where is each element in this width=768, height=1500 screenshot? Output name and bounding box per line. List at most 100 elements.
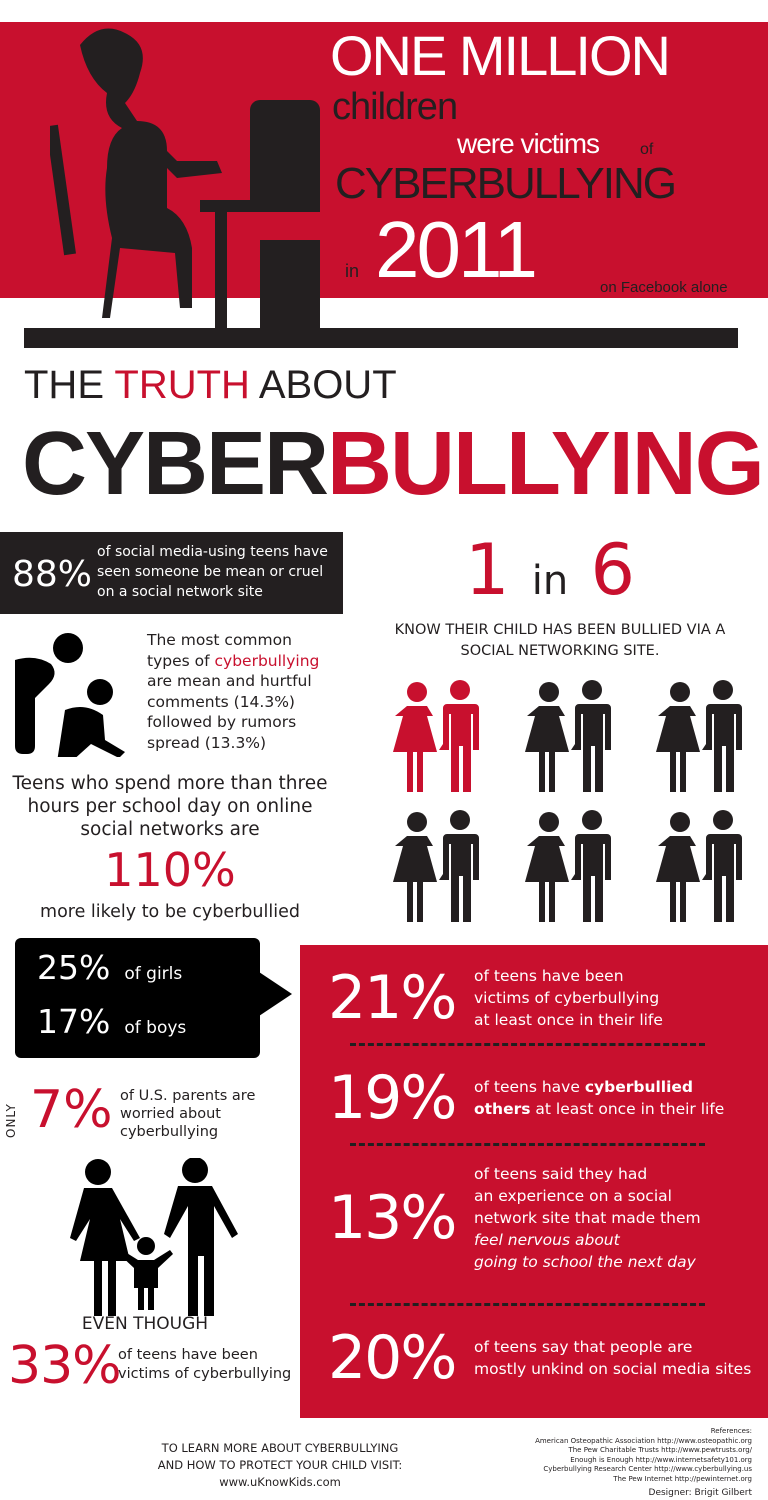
learn-more: TO LEARN MORE ABOUT CYBERBULLYING AND HO… bbox=[150, 1440, 410, 1491]
title-bullying: BULLYING bbox=[327, 414, 765, 514]
hours-text: Teens who spend more than three hours pe… bbox=[0, 772, 340, 841]
stat-line: of teens have been bbox=[474, 967, 624, 985]
types-line: types of bbox=[147, 651, 215, 670]
stat-line: of teens say that people are bbox=[474, 1338, 693, 1356]
hero-cyberbullying: CYBERBULLYING bbox=[335, 159, 677, 208]
parents-line: worried about bbox=[120, 1106, 221, 1122]
types-line: The most common bbox=[147, 631, 292, 649]
hours-after: more likely to be cyberbullied bbox=[40, 902, 300, 922]
hours-line: Teens who spend more than three bbox=[12, 773, 328, 794]
even-value: 33% bbox=[8, 1336, 122, 1396]
girls-value: 25% bbox=[37, 948, 111, 987]
only-label: ONLY bbox=[4, 1103, 18, 1138]
stat-20: 20% of teens say that people are mostly … bbox=[328, 1323, 751, 1393]
parents-value: 7% bbox=[30, 1080, 113, 1140]
hero-children: children bbox=[332, 86, 458, 128]
hero-year: 2011 bbox=[375, 205, 538, 294]
stat-88-box: 88% of social media-using teens have see… bbox=[0, 532, 343, 614]
parents-line: cyberbullying bbox=[120, 1124, 219, 1140]
girl-at-computer-silhouette-icon bbox=[50, 28, 320, 330]
title-highlight: TRUTH bbox=[114, 363, 250, 407]
stat-value: 21% bbox=[328, 963, 457, 1033]
designer-credit: Designer: Brigit Gilbert bbox=[648, 1488, 752, 1498]
learn-line: TO LEARN MORE ABOUT CYBERBULLYING bbox=[161, 1441, 399, 1455]
parents-line: of U.S. parents are bbox=[120, 1088, 256, 1104]
stat-bold: cyberbullied bbox=[584, 1078, 694, 1096]
stat-line: at least once in their life bbox=[474, 1011, 663, 1029]
stat-bold: others bbox=[474, 1100, 531, 1118]
stat-88-text: of social media-using teens have bbox=[97, 544, 328, 560]
stat-line: feel nervous about bbox=[474, 1231, 620, 1249]
caption-line: KNOW THEIR CHILD HAS BEEN BULLIED VIA A bbox=[394, 622, 726, 638]
stat-value: 20% bbox=[328, 1323, 457, 1393]
girls-label: of girls bbox=[124, 964, 183, 984]
stat-line: an experience on a social bbox=[474, 1187, 672, 1205]
title-suffix: ABOUT bbox=[258, 363, 397, 407]
stat-88-text: seen someone be mean or cruel bbox=[97, 564, 324, 580]
one-in-six-a: 1 bbox=[464, 529, 510, 611]
stat-21: 21% of teens have been victims of cyberb… bbox=[328, 963, 663, 1033]
hours-line: social networks are bbox=[80, 819, 260, 840]
gender-bubble: 25% of girls 17% of boys bbox=[15, 938, 260, 1058]
floor-bar bbox=[24, 328, 738, 348]
caption-line: SOCIAL NETWORKING SITE. bbox=[460, 643, 660, 659]
one-in-six: 1 in 6 bbox=[440, 530, 660, 621]
stat-88-value: 88% bbox=[12, 554, 93, 595]
stat-13: 13% of teens said they had an experience… bbox=[328, 1163, 701, 1273]
couple-icon bbox=[525, 810, 611, 922]
couples-grid bbox=[375, 675, 755, 925]
website-link[interactable]: www.uKnowKids.com bbox=[219, 1475, 341, 1489]
red-stats-panel: 21% of teens have been victims of cyberb… bbox=[300, 945, 768, 1418]
stat-value: 19% bbox=[328, 1063, 457, 1133]
one-in-six-in: in bbox=[531, 558, 569, 604]
reference-item[interactable]: American Osteopathic Association http://… bbox=[535, 1436, 752, 1445]
even-line: of teens have been bbox=[118, 1347, 258, 1363]
stat-line: mostly unkind on social media sites bbox=[474, 1360, 752, 1378]
reference-item[interactable]: The Pew Charitable Trusts http://www.pew… bbox=[568, 1446, 752, 1454]
hero-facebook-note: on Facebook alone bbox=[600, 279, 728, 296]
couple-icon bbox=[656, 810, 742, 922]
types-highlight: cyberbullying bbox=[214, 651, 320, 670]
references: References: American Osteopathic Associa… bbox=[480, 1427, 752, 1484]
reference-item[interactable]: Cyberbullying Research Center http://www… bbox=[543, 1465, 752, 1473]
hours-line: hours per school day on online bbox=[27, 796, 313, 817]
even-text: of teens have been victims of cyberbully… bbox=[118, 1346, 291, 1384]
dashed-divider bbox=[350, 1043, 705, 1046]
boys-label: of boys bbox=[124, 1018, 187, 1038]
stat-line: of teens have bbox=[474, 1078, 585, 1096]
page-title: CYBERBULLYING bbox=[22, 414, 765, 514]
couple-icon bbox=[656, 680, 742, 792]
even-though-label: EVEN THOUGH bbox=[81, 1314, 209, 1334]
even-line: victims of cyberbullying bbox=[118, 1366, 292, 1382]
stat-line: going to school the next day bbox=[474, 1253, 696, 1271]
types-line: spread (13.3%) bbox=[147, 733, 267, 752]
couple-icon bbox=[393, 810, 479, 922]
parents-text: of U.S. parents are worried about cyberb… bbox=[120, 1087, 255, 1141]
boys-value: 17% bbox=[37, 1002, 111, 1041]
stat-line: of teens said they had bbox=[474, 1165, 648, 1183]
one-in-six-caption: KNOW THEIR CHILD HAS BEEN BULLIED VIA A … bbox=[360, 620, 760, 662]
reference-item[interactable]: Enough is Enough http://www.internetsafe… bbox=[570, 1455, 752, 1464]
hero-were-victims: were victims bbox=[457, 128, 600, 159]
bully-and-victim-icon bbox=[15, 633, 125, 757]
learn-line: AND HOW TO PROTECT YOUR CHILD VISIT: bbox=[157, 1458, 403, 1472]
stat-value: 13% bbox=[328, 1183, 457, 1253]
couple-icon-highlighted bbox=[393, 680, 479, 792]
reference-item[interactable]: The Pew Internet http://pewinternet.org bbox=[613, 1474, 752, 1483]
hero-of: of bbox=[640, 141, 654, 158]
stat-line: at least once in their life bbox=[530, 1100, 725, 1118]
stat-19: 19% of teens have cyberbullied others at… bbox=[328, 1063, 724, 1133]
hero-in: in bbox=[345, 261, 360, 281]
hours-value: 110% bbox=[104, 843, 236, 897]
types-line: comments (14.3%) bbox=[147, 692, 295, 711]
references-label: References: bbox=[710, 1427, 752, 1435]
one-in-six-b: 6 bbox=[590, 529, 636, 611]
types-line: are mean and hurtful bbox=[147, 672, 312, 690]
stat-line: victims of cyberbullying bbox=[474, 989, 660, 1007]
title-prefix: THE bbox=[24, 363, 104, 407]
family-icon bbox=[70, 1158, 238, 1316]
stat-88-text: on a social network site bbox=[97, 584, 263, 600]
couple-icon bbox=[525, 680, 611, 792]
dashed-divider bbox=[350, 1143, 705, 1146]
types-text: The most common types of cyberbullying a… bbox=[147, 630, 319, 753]
